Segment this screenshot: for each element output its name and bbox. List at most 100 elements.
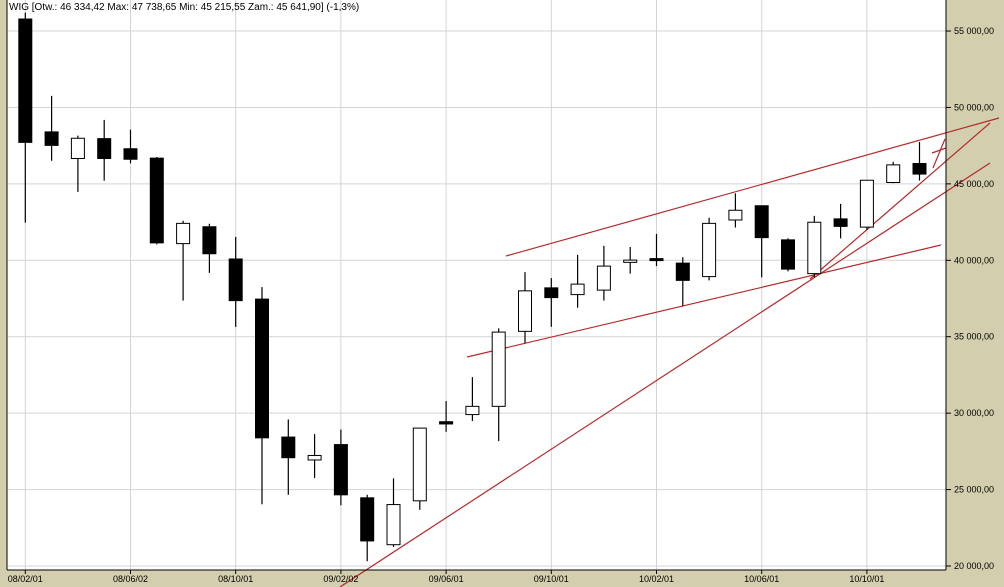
candle — [649, 233, 664, 267]
y-tick-label: 35 000,00 — [954, 332, 994, 342]
candle — [412, 427, 427, 510]
trendline — [809, 122, 991, 280]
candle-body — [202, 226, 217, 255]
x-tick-label: 09/06/01 — [429, 574, 464, 584]
candle — [439, 401, 454, 432]
x-tick-label: 09/10/01 — [534, 574, 569, 584]
x-tick-label: 10/06/01 — [744, 574, 779, 584]
candle-body — [44, 131, 59, 146]
candle-body — [859, 179, 874, 228]
candle — [518, 272, 532, 344]
candle — [465, 377, 480, 421]
candle-body — [886, 164, 901, 183]
candle — [123, 129, 138, 164]
candle-body — [149, 157, 164, 244]
candle — [675, 257, 690, 306]
trendline — [339, 162, 991, 587]
candle — [18, 12, 33, 223]
y-axis: 55 000,00 50 000,00 45 000,00 40 000,00 35 0… — [946, 26, 994, 571]
trendline — [466, 244, 942, 358]
candle — [255, 287, 269, 505]
candle-body — [544, 287, 559, 299]
y-tick-label: 20 000,00 — [954, 561, 994, 571]
candle-body — [596, 265, 611, 291]
candle — [149, 157, 164, 245]
plot-area — [7, 0, 946, 570]
x-tick-label: 08/02/01 — [8, 574, 43, 584]
x-tick-label: 09/02/02 — [323, 574, 358, 584]
candle-body — [675, 262, 690, 281]
candle-body — [702, 222, 717, 278]
candle — [386, 478, 401, 547]
candle — [623, 246, 638, 274]
y-tick-label: 50 000,00 — [954, 102, 994, 112]
candle — [596, 245, 611, 301]
trendline — [505, 117, 1000, 257]
candle-body — [439, 421, 454, 425]
candle-body — [912, 162, 927, 175]
x-tick-label: 10/10/01 — [849, 574, 884, 584]
candle-body — [18, 18, 33, 143]
candles — [18, 12, 927, 562]
candle-body — [623, 259, 638, 263]
candle — [833, 203, 848, 239]
candle-body — [412, 427, 427, 502]
candle — [70, 135, 85, 192]
candle-body — [281, 436, 296, 459]
y-tick-label: 55 000,00 — [954, 26, 994, 36]
candle — [912, 142, 927, 181]
candle-body — [649, 258, 664, 262]
candle — [781, 238, 795, 272]
y-tick-label: 45 000,00 — [954, 179, 994, 189]
y-tick-label: 40 000,00 — [954, 255, 994, 265]
candle — [176, 220, 191, 301]
candle — [807, 215, 822, 278]
candle-body — [570, 283, 585, 296]
trendlines — [339, 117, 1000, 587]
candle — [544, 278, 559, 327]
candle-body — [123, 148, 138, 160]
candle-body — [360, 497, 375, 542]
candle — [307, 434, 322, 478]
candle — [886, 161, 901, 184]
candle-body — [465, 405, 480, 416]
candle — [491, 328, 506, 442]
candle-body — [333, 444, 348, 496]
candle — [754, 205, 769, 278]
y-tick-label: 30 000,00 — [954, 408, 994, 418]
candle-body — [97, 138, 112, 160]
candle-body — [228, 258, 243, 302]
candle — [228, 236, 243, 327]
candle — [702, 217, 717, 281]
candle — [333, 429, 348, 506]
x-tick-label: 08/10/01 — [218, 574, 253, 584]
candle-body — [491, 331, 506, 407]
candle — [570, 254, 585, 308]
candle-body — [754, 205, 769, 239]
candle — [281, 419, 296, 495]
candle-body — [518, 290, 532, 332]
y-tick-label: 25 000,00 — [954, 485, 994, 495]
x-tick-label: 08/06/02 — [113, 574, 148, 584]
candle — [728, 193, 743, 228]
candle — [202, 223, 217, 273]
x-axis: 08/02/01 08/06/02 08/10/01 09/02/02 09/06/01… — [8, 570, 884, 584]
candle — [97, 119, 112, 181]
x-tick-label: 10/02/01 — [639, 574, 674, 584]
candle-body — [386, 504, 401, 546]
candle-body — [781, 239, 795, 270]
candle-body — [807, 221, 822, 275]
candle-body — [176, 222, 191, 245]
candle-body — [70, 137, 85, 160]
trendline — [931, 147, 947, 154]
candle — [360, 494, 375, 562]
candle-body — [255, 298, 269, 439]
chart-header: WIG [Otw.: 46 334,42 Max: 47 738,65 Min:… — [9, 2, 359, 13]
trendline — [932, 138, 946, 169]
candle — [859, 179, 874, 230]
candle-body — [728, 209, 743, 221]
candle — [44, 95, 59, 161]
candle-body — [833, 218, 848, 227]
candle-body — [307, 454, 322, 461]
